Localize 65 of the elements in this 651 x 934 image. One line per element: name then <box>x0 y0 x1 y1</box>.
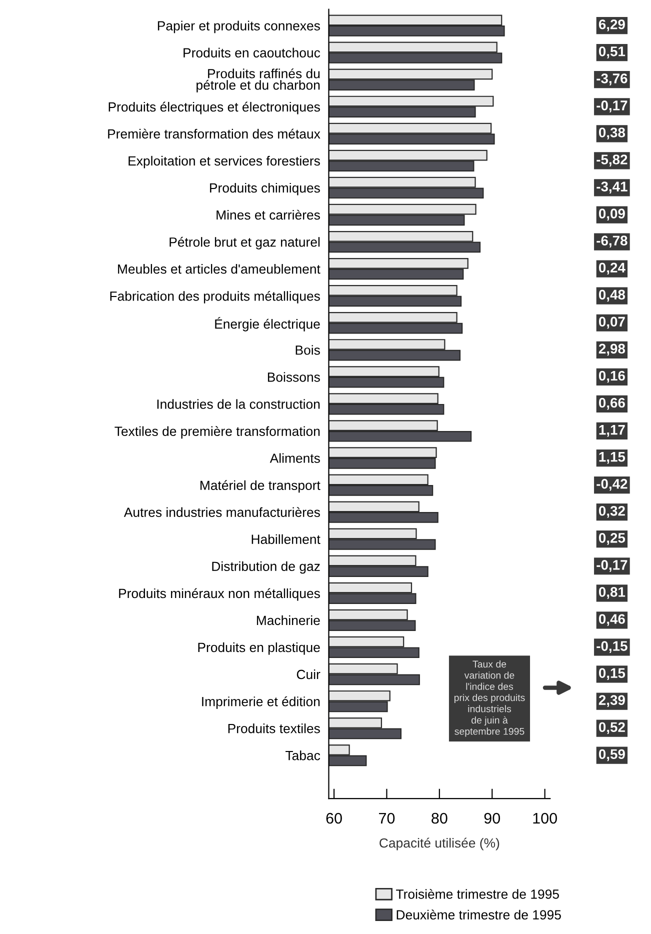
text: 6,29 <box>598 19 625 32</box>
text: 0,81 <box>598 587 626 599</box>
text: 0,15 <box>598 668 626 680</box>
y-tick-label: Mines et carrières <box>216 210 320 220</box>
y-tick-label: Énergie électrique <box>215 317 320 332</box>
text: 2,98 <box>598 344 626 356</box>
y-tick-label: Imprimerie et édition <box>202 696 320 709</box>
y-tick-label: Aliments <box>270 453 320 463</box>
y-tick-label: Fabrication des produits métalliques <box>110 290 320 304</box>
text: 0,07 <box>598 316 625 329</box>
y-tick-label: Distribution de gaz <box>212 561 320 574</box>
text: 0,24 <box>598 262 626 275</box>
y-tick-label: Produits en caoutchouc <box>184 48 320 58</box>
text: -0,42 <box>596 478 628 491</box>
text: 0,38 <box>598 128 626 140</box>
legend-label: Troisième trimestre de 1995 <box>396 888 559 899</box>
text: 0,48 <box>598 290 626 302</box>
y-tick-label: Textiles de première transformation <box>114 426 320 439</box>
y-tick-label: Industries de la construction <box>157 399 320 409</box>
y-tick-label: Produits minéraux non métalliques <box>119 588 320 601</box>
text: -0,15 <box>596 641 628 653</box>
y-tick-label: Tabac <box>286 750 320 760</box>
x-tick-label: 60 <box>326 812 342 824</box>
annotation: Taux de variation de l'indice des prix des produits industriels de juin à septembre 1995 <box>454 660 525 737</box>
x-tick-label: 80 <box>432 812 448 824</box>
text: -5,82 <box>596 154 628 166</box>
y-tick-label: Boissons <box>268 372 320 382</box>
text: -0,17 <box>596 100 628 112</box>
text: 0,66 <box>598 398 625 410</box>
text: -6,78 <box>596 236 628 248</box>
x-axis-title: Capacité utilisée (%) <box>380 838 500 850</box>
text: 0,09 <box>598 208 625 220</box>
y-tick-label: Machinerie <box>256 615 320 626</box>
y-tick-label: Première transformation des métaux <box>108 128 320 139</box>
text: -3,76 <box>596 74 628 86</box>
y-tick-label: Papier et produits connexes <box>158 20 320 34</box>
text: 0,16 <box>598 370 625 383</box>
y-tick-label: Habillement <box>252 534 320 544</box>
text: 0,51 <box>598 46 626 58</box>
text: 1,15 <box>599 452 626 464</box>
y-tick-label: Produits en plastique <box>198 642 320 655</box>
text: 0,46 <box>598 614 625 626</box>
y-tick-label: Bois <box>296 345 320 355</box>
text: 0,52 <box>598 722 625 734</box>
legend-label: Deuxième trimestre de 1995 <box>396 910 561 920</box>
y-tick-label: Produits chimiques <box>210 182 320 196</box>
text: 1,17 <box>599 425 625 437</box>
y-tick-label: Autres industries manufacturières <box>124 507 320 517</box>
text: -3,41 <box>596 182 628 194</box>
y-tick-label: Produits électriques et électroniques <box>108 102 320 114</box>
x-tick-label: 70 <box>379 812 395 824</box>
x-tick-label: 90 <box>484 812 500 824</box>
y-tick-label: Produits raffinés du pétrole et du charbon <box>196 68 320 92</box>
y-tick-label: Cuir <box>296 669 320 680</box>
text: -0,17 <box>596 560 628 572</box>
y-tick-label: Matériel de transport <box>200 480 320 493</box>
text: 0,32 <box>598 506 625 518</box>
text: 2,39 <box>598 695 625 708</box>
y-tick-label: Exploitation et services forestiers <box>128 156 320 168</box>
y-tick-label: Pétrole brut et gaz naturel <box>170 236 320 250</box>
text: 0,25 <box>598 532 626 545</box>
x-tick-label: 100 <box>533 812 557 824</box>
text: 0,59 <box>598 749 625 762</box>
y-tick-label: Produits textiles <box>228 724 320 734</box>
y-tick-label: Meubles et articles d'ameublement <box>118 264 320 274</box>
